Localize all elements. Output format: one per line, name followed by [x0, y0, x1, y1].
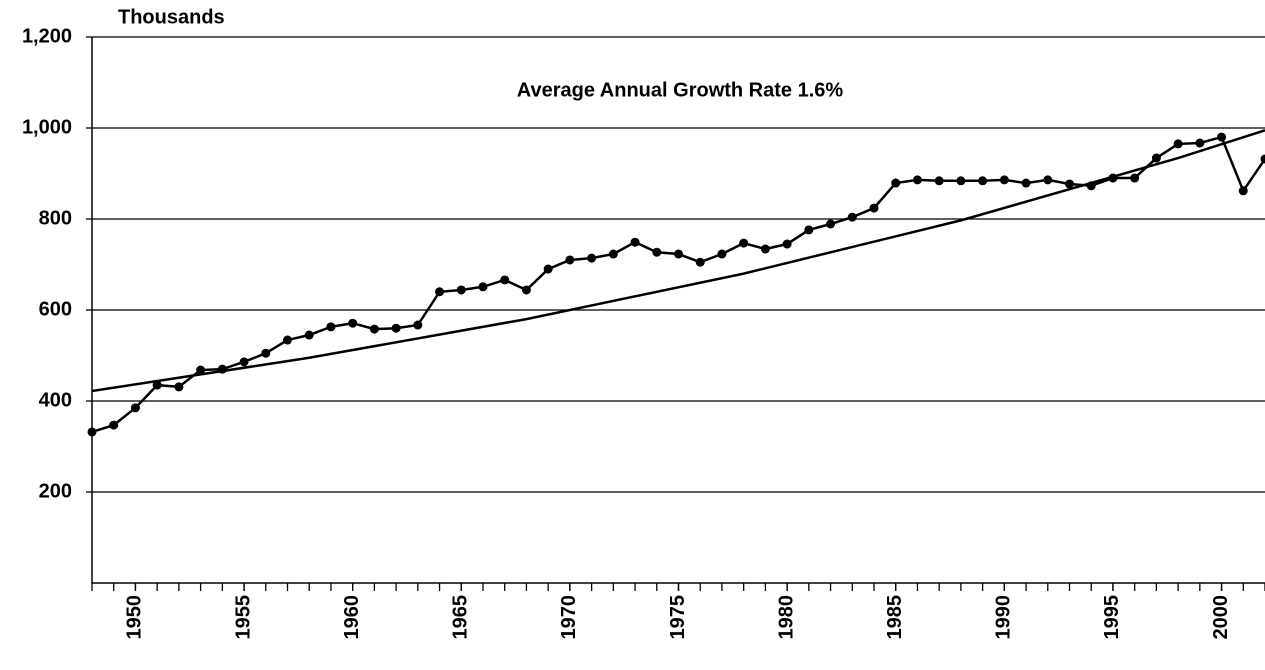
data-point — [912, 175, 922, 185]
data-point — [435, 287, 445, 297]
data-point — [239, 357, 249, 367]
data-point — [760, 244, 770, 254]
data-point — [565, 255, 575, 265]
data-point — [304, 330, 314, 340]
data-point — [695, 257, 705, 267]
data-point — [1260, 154, 1265, 164]
annotation: Average Annual Growth Rate 1.6% — [517, 79, 844, 101]
data-point — [717, 249, 727, 259]
x-tick-label: 1995 — [1101, 595, 1123, 640]
x-tick-label: 1960 — [341, 595, 363, 640]
data-point — [1217, 132, 1227, 142]
x-tick-label: 1965 — [450, 595, 472, 640]
y-tick-label: 200 — [39, 480, 72, 502]
x-tick-label: 1980 — [775, 595, 797, 640]
data-point — [348, 318, 358, 328]
y-tick-label: 1,000 — [22, 116, 72, 138]
data-point — [1173, 139, 1183, 149]
data-point — [891, 178, 901, 188]
data-point — [826, 219, 836, 229]
data-point — [369, 324, 379, 334]
data-point — [674, 249, 683, 259]
y-tick-label: 400 — [39, 389, 72, 411]
x-tick-label: 1970 — [558, 595, 580, 640]
series-line — [91, 129, 1265, 393]
x-tick-label: 2000 — [1210, 595, 1232, 640]
data-point — [196, 365, 206, 375]
data-point — [1195, 138, 1205, 148]
data-point — [261, 348, 271, 358]
data-point — [109, 420, 119, 430]
x-tick-label: 1990 — [993, 595, 1015, 640]
data-point — [782, 239, 792, 249]
y-tick-label: 800 — [39, 207, 72, 229]
data-point — [1151, 153, 1161, 163]
data-point — [174, 382, 184, 392]
data-point — [283, 335, 292, 345]
data-point — [87, 427, 97, 437]
data-point — [1130, 173, 1140, 183]
data-point — [478, 282, 488, 292]
data-point — [521, 285, 531, 295]
data-point — [1238, 186, 1248, 196]
y-tick-label: 1,200 — [22, 25, 72, 47]
data-point — [739, 238, 749, 248]
data-point — [652, 247, 662, 257]
data-point — [587, 253, 597, 263]
x-tick-label: 1950 — [124, 595, 146, 640]
data-point — [1043, 175, 1053, 185]
data-point — [1021, 178, 1031, 188]
data-point — [543, 264, 553, 274]
data-point — [978, 176, 988, 186]
series-line — [91, 135, 1265, 434]
data-point — [847, 212, 857, 222]
data-point — [391, 323, 401, 333]
data-point — [456, 285, 466, 295]
data-point — [1065, 179, 1074, 189]
data-point — [413, 320, 423, 330]
data-point — [608, 249, 618, 259]
data-point — [869, 203, 879, 213]
data-point — [956, 176, 966, 186]
data-point — [326, 322, 336, 332]
x-tick-label: 1985 — [884, 595, 906, 640]
x-tick-label: 1955 — [232, 595, 254, 640]
y-tick-label: 600 — [39, 298, 72, 320]
data-point — [152, 380, 162, 390]
data-point — [934, 176, 944, 186]
data-point — [630, 237, 640, 247]
data-point — [804, 225, 814, 235]
data-point — [999, 175, 1009, 185]
data-point — [500, 275, 510, 285]
x-tick-label: 1975 — [667, 595, 689, 640]
data-point — [130, 403, 140, 413]
y-axis-label: Thousands — [118, 6, 225, 28]
